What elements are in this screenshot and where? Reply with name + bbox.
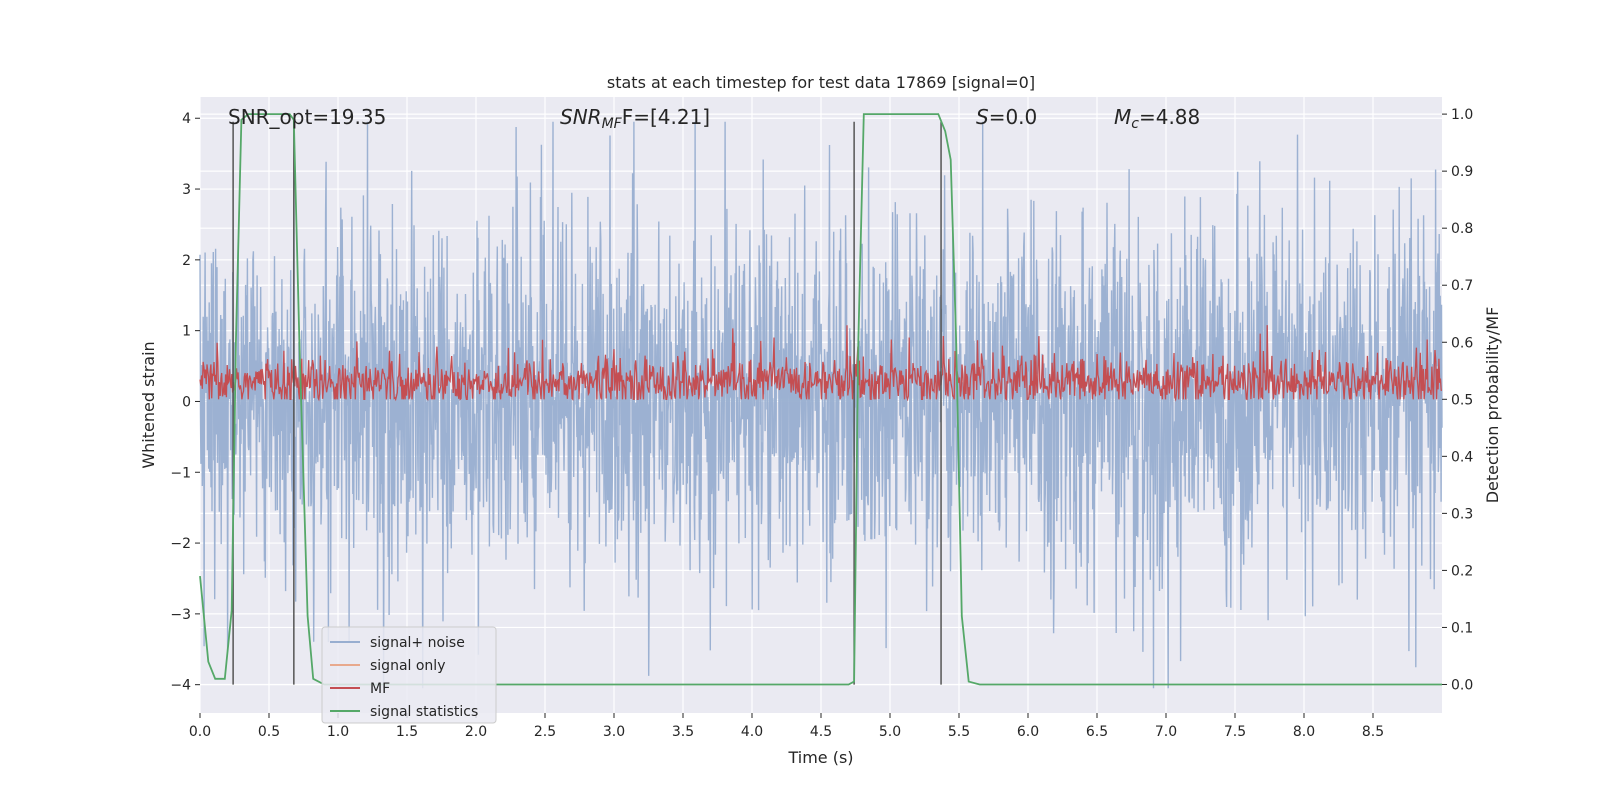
x-tick-label: 7.0 <box>1155 724 1177 740</box>
x-tick-label: 2.0 <box>465 724 487 740</box>
legend-label: MF <box>370 681 390 697</box>
y-tick-label-left: 1 <box>182 324 191 340</box>
y-axis-left: 4 3 2 1 0 −1 −2 −3 −4 <box>170 111 200 694</box>
legend-box <box>321 626 497 724</box>
annotation-mc: Mc=4.88 <box>1114 105 1200 132</box>
annotation-mc-rest: =4.88 <box>1139 105 1200 129</box>
y-tick-label-left: −4 <box>170 678 191 694</box>
x-tick-label: 1.5 <box>396 724 418 740</box>
y-tick-label-right: 0.0 <box>1451 677 1473 693</box>
x-axis: 0.0 0.5 1.0 1.5 2.0 2.5 3.0 3.5 4.0 4.5 5.0 5.5 6.0 6… <box>189 713 1384 740</box>
signal-statistics-line <box>199 113 1442 686</box>
y-tick-label-left: 4 <box>182 111 191 127</box>
x-tick-label: 0.0 <box>189 724 211 740</box>
legend-label: signal only <box>370 658 445 674</box>
y-tick-label-right: 1.0 <box>1451 107 1473 123</box>
legend: signal+ noise signal only MF signal statist… <box>321 626 497 724</box>
annotation-s-main: S <box>976 105 989 129</box>
series-signal-statistics <box>199 113 1442 686</box>
x-tick-label: 3.0 <box>603 724 625 740</box>
annotation-s: S=0.0 <box>976 105 1037 129</box>
x-tick-label: 5.0 <box>879 724 901 740</box>
x-tick-label: 6.5 <box>1086 724 1108 740</box>
y-tick-label-right: 0.5 <box>1451 392 1473 408</box>
chart-title: stats at each timestep for test data 178… <box>607 73 1035 92</box>
x-tick-label: 5.5 <box>948 724 970 740</box>
y-axis-right-label: Detection probability/MF <box>1483 307 1502 504</box>
y-tick-label-left: −3 <box>170 607 191 623</box>
annotation-snr-mf: SNRMFF=[4.21] <box>560 105 710 132</box>
vertical-markers <box>232 121 942 685</box>
annotation-snr-mf-sub: MF <box>602 116 623 132</box>
annotation-s-rest: =0.0 <box>989 105 1038 129</box>
annotation-mc-sub: c <box>1131 116 1139 132</box>
y-tick-label-right: 0.6 <box>1451 335 1473 351</box>
y-tick-label-right: 0.3 <box>1451 506 1473 522</box>
y-tick-label-left: −1 <box>170 465 191 481</box>
legend-label: signal statistics <box>370 704 478 720</box>
annotation-snr-opt: SNR_opt=19.35 <box>228 105 386 129</box>
y-axis-left-label: Whitened strain <box>139 341 158 468</box>
x-tick-label: 7.5 <box>1224 724 1246 740</box>
x-tick-label: 6.0 <box>1017 724 1039 740</box>
y-tick-label-right: 0.1 <box>1451 620 1473 636</box>
x-tick-label: 0.5 <box>258 724 280 740</box>
x-tick-label: 8.5 <box>1362 724 1384 740</box>
y-tick-label-left: 3 <box>182 182 191 198</box>
mf-trace <box>199 325 1443 402</box>
x-tick-label: 8.0 <box>1293 724 1315 740</box>
annotation-snr-mf-rest: F=[4.21] <box>622 105 710 129</box>
y-tick-label-left: 2 <box>182 253 191 269</box>
y-tick-label-right: 0.4 <box>1451 449 1473 465</box>
y-tick-label-right: 0.7 <box>1451 278 1473 294</box>
annotation-mc-main: M <box>1114 105 1131 129</box>
y-tick-label-right: 0.9 <box>1451 164 1473 180</box>
x-axis-label: Time (s) <box>787 748 853 767</box>
x-tick-label: 2.5 <box>534 724 556 740</box>
x-tick-label: 3.5 <box>672 724 694 740</box>
legend-label: signal+ noise <box>370 635 465 651</box>
series-mf <box>199 325 1443 402</box>
y-tick-label-right: 0.2 <box>1451 563 1473 579</box>
x-tick-label: 4.0 <box>741 724 763 740</box>
x-tick-label: 1.0 <box>327 724 349 740</box>
y-tick-label-left: 0 <box>182 394 191 410</box>
x-tick-label: 4.5 <box>810 724 832 740</box>
y-tick-label-right: 0.8 <box>1451 221 1473 237</box>
y-tick-label-left: −2 <box>170 536 191 552</box>
y-axis-right: 1.0 0.9 0.8 0.7 0.6 0.5 0.4 0.3 0.2 0.1 0.0 <box>1442 107 1473 693</box>
annotation-snr-mf-main: SNR <box>560 105 602 129</box>
